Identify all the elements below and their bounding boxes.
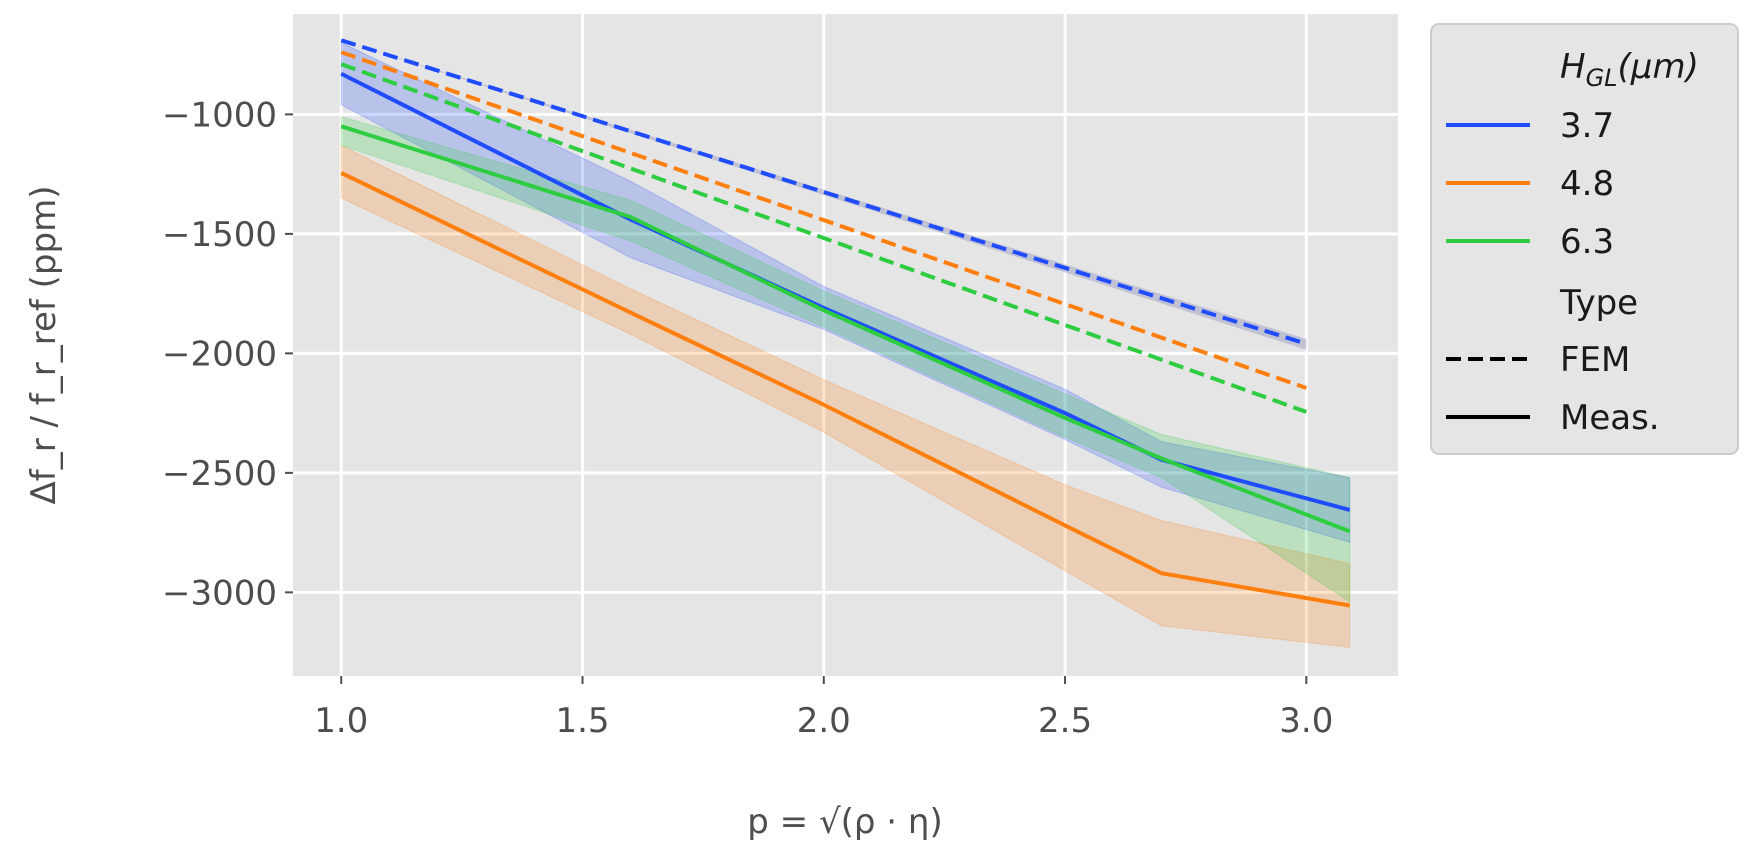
band-4-8-meas — [340, 144, 1351, 648]
x-tick-label: 1.5 — [555, 701, 609, 741]
x-axis-label: p = √(ρ · η) — [747, 802, 942, 842]
y-tick-label: −2000 — [162, 334, 277, 374]
y-tick-label: −3000 — [162, 573, 277, 613]
y-tick-label: −2500 — [162, 454, 277, 494]
series-line-4-8-fem — [340, 50, 1307, 390]
series-line-6-3-meas — [340, 124, 1351, 534]
grid — [293, 14, 1398, 676]
series-line-3-7-fem — [340, 38, 1307, 346]
legend-type-label: FEM — [1560, 340, 1630, 380]
legend-hue-title: HGL(μm) — [1560, 47, 1699, 92]
series-lines — [340, 38, 1351, 608]
legend-hue-entries: 3.7 4.8 6.3 — [1446, 106, 1614, 262]
legend: HGL(μm) 3.7 4.8 6.3 Type FEM Meas. — [1430, 23, 1739, 455]
y-tick-label: −1500 — [162, 215, 277, 255]
x-tick-label: 3.0 — [1279, 701, 1333, 741]
band-6-3-meas — [340, 116, 1351, 603]
legend-type-entries: FEM Meas. — [1446, 340, 1660, 438]
legend-type-label: Meas. — [1560, 398, 1660, 438]
series-line-6-3-fem — [340, 62, 1307, 414]
legend-entry-label: 4.8 — [1560, 164, 1614, 204]
x-tick-label: 2.5 — [1038, 701, 1092, 741]
x-axis-ticks: 1.0 1.5 2.0 2.5 3.0 — [314, 676, 1333, 741]
band-3-7-meas — [340, 41, 1351, 543]
series-line-3-7-meas — [340, 71, 1351, 512]
legend-entry-label: 3.7 — [1560, 106, 1614, 146]
legend-type-title: Type — [1559, 283, 1638, 323]
y-axis-ticks: −1000 −1500 −2000 −2500 −3000 — [162, 95, 293, 613]
y-axis-label: Δf_r / f_r_ref (ppm) — [24, 186, 64, 505]
x-tick-label: 1.0 — [314, 701, 368, 741]
legend-box — [1430, 23, 1739, 455]
plot-area — [293, 14, 1398, 676]
y-tick-label: −1000 — [162, 95, 277, 135]
legend-entry-label: 6.3 — [1560, 222, 1614, 262]
x-tick-label: 2.0 — [797, 701, 851, 741]
confidence-bands — [340, 40, 1351, 648]
series-line-4-8-meas — [340, 171, 1351, 608]
